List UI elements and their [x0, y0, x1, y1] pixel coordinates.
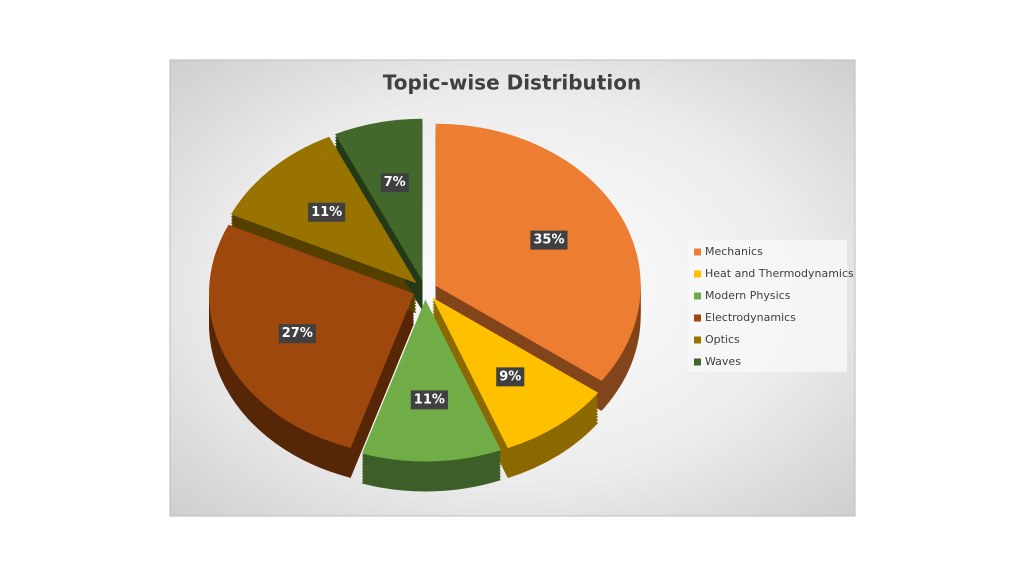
data-label: 11%	[414, 392, 445, 407]
slice	[335, 118, 423, 281]
data-label-bg	[278, 324, 316, 344]
legend-swatch	[694, 248, 701, 256]
data-label: 35%	[533, 233, 564, 248]
legend-swatch	[694, 358, 701, 366]
legend-label: Modern Physics	[705, 289, 791, 302]
data-label: 27%	[282, 326, 313, 341]
legend-swatch	[694, 314, 701, 322]
legend-label: Optics	[705, 333, 740, 346]
slice	[362, 299, 501, 462]
data-label-bg	[530, 230, 568, 250]
data-label-bg	[308, 202, 346, 222]
data-label: 11%	[311, 205, 342, 220]
legend-swatch	[694, 292, 701, 300]
legend	[688, 240, 847, 372]
legend-label: Mechanics	[705, 245, 763, 258]
legend-label: Heat and Thermodynamics	[705, 267, 854, 280]
data-label-bg	[380, 173, 409, 193]
data-label-bg	[496, 367, 525, 387]
data-label-bg	[410, 390, 448, 410]
legend-label: Electrodynamics	[705, 311, 796, 324]
legend-swatch	[694, 270, 701, 278]
slice	[435, 123, 641, 381]
data-label: 9%	[499, 369, 521, 384]
legend-label: Waves	[705, 355, 741, 368]
chart-title: Topic-wise Distribution	[383, 71, 641, 95]
legend-swatch	[694, 336, 701, 344]
data-label: 7%	[384, 175, 406, 190]
